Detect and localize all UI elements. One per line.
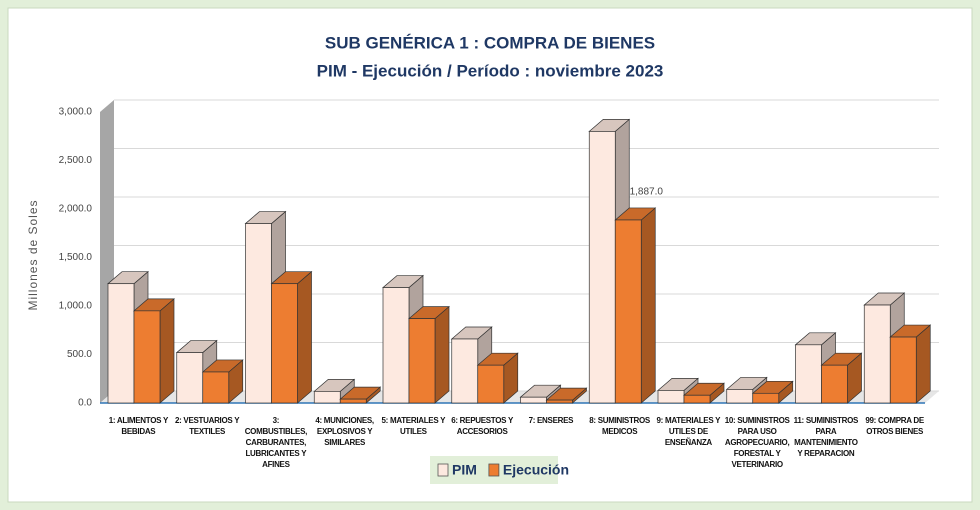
x-tick-label: 5: MATERIALES Y UTILES [381,416,446,436]
legend-swatch [488,463,500,477]
bar-side [159,298,175,404]
bar [588,131,616,404]
x-tick-label: 11: SUMINISTROS PARA MANTENIMIENTO Y REP… [793,416,859,458]
legend-swatch [437,463,449,477]
bar [546,399,573,404]
bar [795,344,822,404]
bar [520,396,547,404]
bar-side [434,305,450,404]
bar [408,318,436,404]
y-tick-label: 2,000.0 [59,204,93,215]
x-tick-label: 8: SUMINISTROS MEDICOS [589,416,650,436]
bar [382,287,410,404]
y-tick-label: 1,000.0 [59,301,93,312]
bar [313,391,341,404]
bar [889,336,917,404]
bar [614,219,642,404]
bar [477,364,505,404]
bar [726,389,754,404]
bar-side [297,270,312,404]
bar-side [915,324,931,404]
bar [752,392,780,404]
x-tick-label: 9: MATERIALES Y UTILES DE ENSEÑANZA [656,416,721,447]
bar [657,390,685,404]
x-tick-label: 2: VESTUARIOS Y TEXTILES [174,416,240,436]
bar-side [640,207,656,404]
bar [245,223,272,404]
bar [339,398,367,404]
bar [176,352,204,404]
chart-title: SUB GENÉRICA 1 : COMPRA DE BIENES [325,33,655,52]
y-tick-label: 3,000.0 [59,107,93,118]
bar [271,283,298,404]
legend-label: PIM [452,462,477,478]
bar [683,394,711,404]
bar [133,310,161,404]
bar [821,364,848,404]
x-tick-label: 10: SUMINISTROS PARA USO AGROPECUARIO, F… [724,416,790,469]
x-tick-label: 6: REPUESTOS Y ACCESORIOS [451,416,513,436]
x-tick-label: 3: COMBUSTIBLES, CARBURANTES, LUBRICANTE… [244,416,308,469]
y-tick-label: 500.0 [67,349,92,360]
x-tick-label: 4: MUNICIONES, EXPLOSIVOS Y SIMILARES [315,416,374,447]
y-tick-label: 0.0 [78,398,92,409]
y-axis-title: Millones de Soles [26,199,40,310]
y-tick-label: 1,500.0 [59,252,93,263]
bar [107,283,135,404]
x-tick-label: 1: ALIMENTOS Y BEBIDAS [108,416,169,436]
data-label: 1,887.0 [630,187,664,198]
legend-label: Ejecución [503,462,569,478]
x-tick-label: 7: ENSERES [528,416,574,425]
chart-area [7,7,973,503]
bar [863,304,891,404]
bar [451,338,479,404]
legend: PIM Ejecución [430,456,569,484]
x-tick-label: 99: COMPRA DE OTROS BIENES [865,416,924,436]
y-tick-label: 2,500.0 [59,155,93,166]
chart-subtitle: PIM - Ejecución / Período : noviembre 20… [317,61,664,80]
bar [202,371,230,404]
